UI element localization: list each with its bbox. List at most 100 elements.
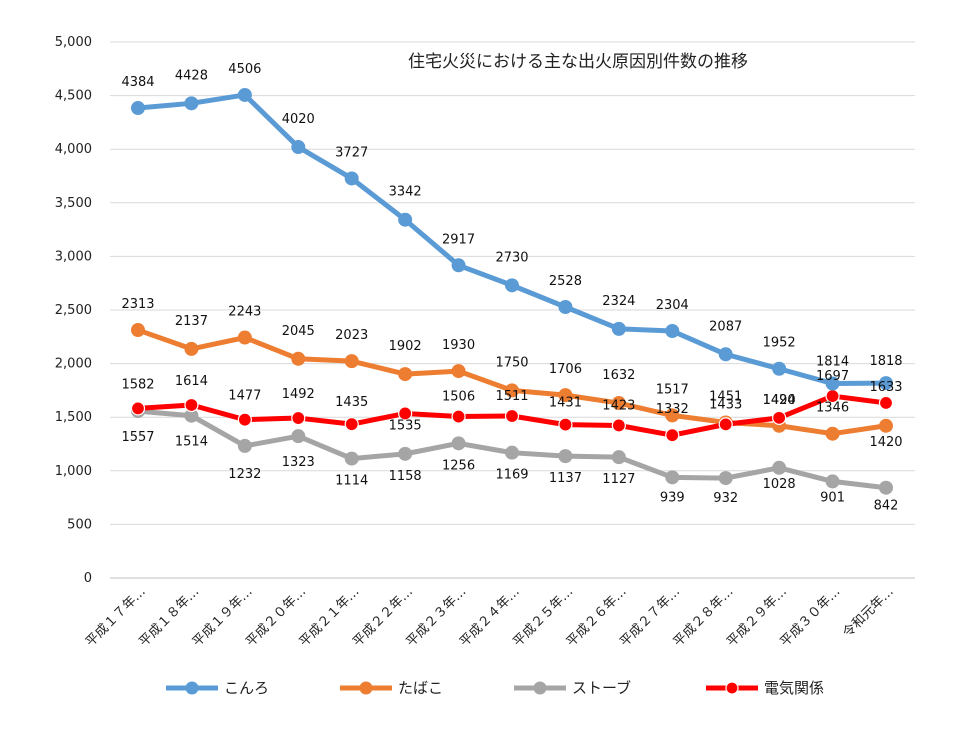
data-point bbox=[558, 299, 573, 314]
data-label: 1511 bbox=[495, 389, 528, 404]
data-label: 901 bbox=[820, 490, 845, 505]
data-point bbox=[611, 321, 626, 336]
chart-title: 住宅火災における主な出火原因別件数の推移 bbox=[408, 52, 748, 72]
data-label: 3727 bbox=[335, 145, 368, 160]
data-point bbox=[130, 401, 146, 416]
data-point bbox=[665, 408, 680, 423]
data-label: 1633 bbox=[869, 380, 902, 395]
data-label: 4384 bbox=[121, 75, 154, 90]
data-point bbox=[398, 406, 413, 421]
data-point bbox=[558, 388, 573, 403]
data-label: 1952 bbox=[763, 336, 796, 351]
data-label: 1346 bbox=[816, 401, 849, 416]
data-label: 1494 bbox=[763, 393, 796, 408]
y-tick-label: 0 bbox=[84, 571, 92, 586]
data-point bbox=[398, 446, 413, 461]
legend-label: ストーブ bbox=[572, 679, 631, 697]
data-label: 1420 bbox=[869, 435, 902, 450]
legend-item: こんろ bbox=[166, 679, 269, 697]
data-label: 1814 bbox=[816, 355, 849, 370]
data-point bbox=[718, 471, 733, 486]
data-label: 1332 bbox=[656, 402, 689, 417]
data-point bbox=[505, 278, 519, 293]
data-label: 1433 bbox=[709, 397, 742, 412]
data-label: 1902 bbox=[389, 339, 422, 354]
data-label: 4506 bbox=[228, 62, 261, 77]
legend-swatch-marker bbox=[725, 681, 739, 695]
data-label: 1514 bbox=[175, 435, 208, 450]
data-label: 1930 bbox=[442, 338, 475, 353]
data-label: 1557 bbox=[121, 430, 154, 445]
data-point bbox=[772, 410, 787, 425]
y-tick-label: 3,500 bbox=[55, 196, 92, 211]
data-label: 1423 bbox=[602, 398, 635, 413]
legend-swatch-marker bbox=[185, 681, 199, 695]
data-point bbox=[344, 354, 359, 369]
data-label: 1506 bbox=[442, 390, 475, 405]
data-point bbox=[398, 212, 413, 227]
data-label: 1158 bbox=[389, 469, 422, 484]
data-point bbox=[344, 171, 359, 186]
data-label: 1256 bbox=[442, 458, 475, 473]
data-point bbox=[131, 323, 145, 338]
data-label: 4020 bbox=[282, 112, 315, 127]
data-point bbox=[772, 460, 787, 475]
data-point bbox=[879, 418, 893, 433]
data-label: 1420 bbox=[763, 393, 796, 408]
data-point bbox=[558, 449, 573, 464]
x-axis: 平成１７年…平成１８年…平成１９年…平成２０年…平成２１年…平成２２年…平成２３… bbox=[83, 584, 897, 650]
y-tick-label: 1,000 bbox=[55, 464, 92, 479]
data-point bbox=[772, 361, 787, 376]
data-point bbox=[558, 417, 573, 432]
data-point bbox=[718, 347, 733, 362]
data-label: 1169 bbox=[495, 468, 528, 483]
data-label: 2137 bbox=[175, 314, 208, 329]
y-tick-label: 3,000 bbox=[55, 249, 92, 264]
y-tick-label: 2,500 bbox=[55, 303, 92, 318]
data-label: 1435 bbox=[335, 395, 368, 410]
data-label: 1127 bbox=[602, 472, 635, 487]
data-point bbox=[398, 367, 413, 382]
data-label: 1431 bbox=[549, 396, 582, 411]
data-point bbox=[878, 395, 894, 411]
legend-swatch-marker bbox=[359, 681, 373, 695]
data-label: 1535 bbox=[389, 418, 422, 433]
data-labels-1: 2313 2137 2243 2045 2023 1902 1930 1750 1706 1632… bbox=[121, 297, 902, 450]
data-label: 2324 bbox=[602, 294, 635, 309]
y-tick-label: 5,000 bbox=[55, 35, 92, 50]
legend-label: こんろ bbox=[224, 679, 269, 697]
data-label: 1614 bbox=[175, 374, 208, 389]
legend-label: たばこ bbox=[398, 679, 443, 697]
data-point bbox=[611, 450, 626, 465]
data-point bbox=[451, 436, 466, 451]
data-point bbox=[291, 429, 306, 444]
data-label: 3342 bbox=[389, 185, 422, 200]
legend-item: ストーブ bbox=[514, 679, 631, 697]
data-point bbox=[825, 474, 840, 489]
data-point bbox=[505, 383, 519, 398]
series-0 bbox=[131, 87, 893, 391]
data-point bbox=[237, 438, 252, 453]
data-point bbox=[344, 451, 359, 466]
data-labels-2: 1557 1514 1232 1323 1114 1158 1256 1169 1137 1127… bbox=[121, 430, 898, 514]
data-point bbox=[718, 417, 733, 432]
data-label: 2243 bbox=[228, 305, 261, 320]
data-label: 2023 bbox=[335, 328, 368, 343]
gridlines bbox=[110, 41, 915, 579]
data-label: 1582 bbox=[121, 377, 154, 392]
x-tick-label: 令和元年… bbox=[840, 584, 897, 641]
data-point bbox=[184, 397, 199, 413]
data-label: 2087 bbox=[709, 319, 742, 334]
data-point bbox=[184, 341, 199, 356]
series-2 bbox=[131, 404, 893, 495]
data-point bbox=[825, 376, 840, 391]
data-label: 1477 bbox=[228, 389, 261, 404]
data-label: 1818 bbox=[869, 354, 902, 369]
data-label: 2313 bbox=[121, 297, 154, 312]
y-tick-label: 4,000 bbox=[55, 142, 92, 157]
series-1 bbox=[131, 323, 893, 441]
data-label: 1323 bbox=[282, 455, 315, 470]
data-label: 2528 bbox=[549, 274, 582, 289]
